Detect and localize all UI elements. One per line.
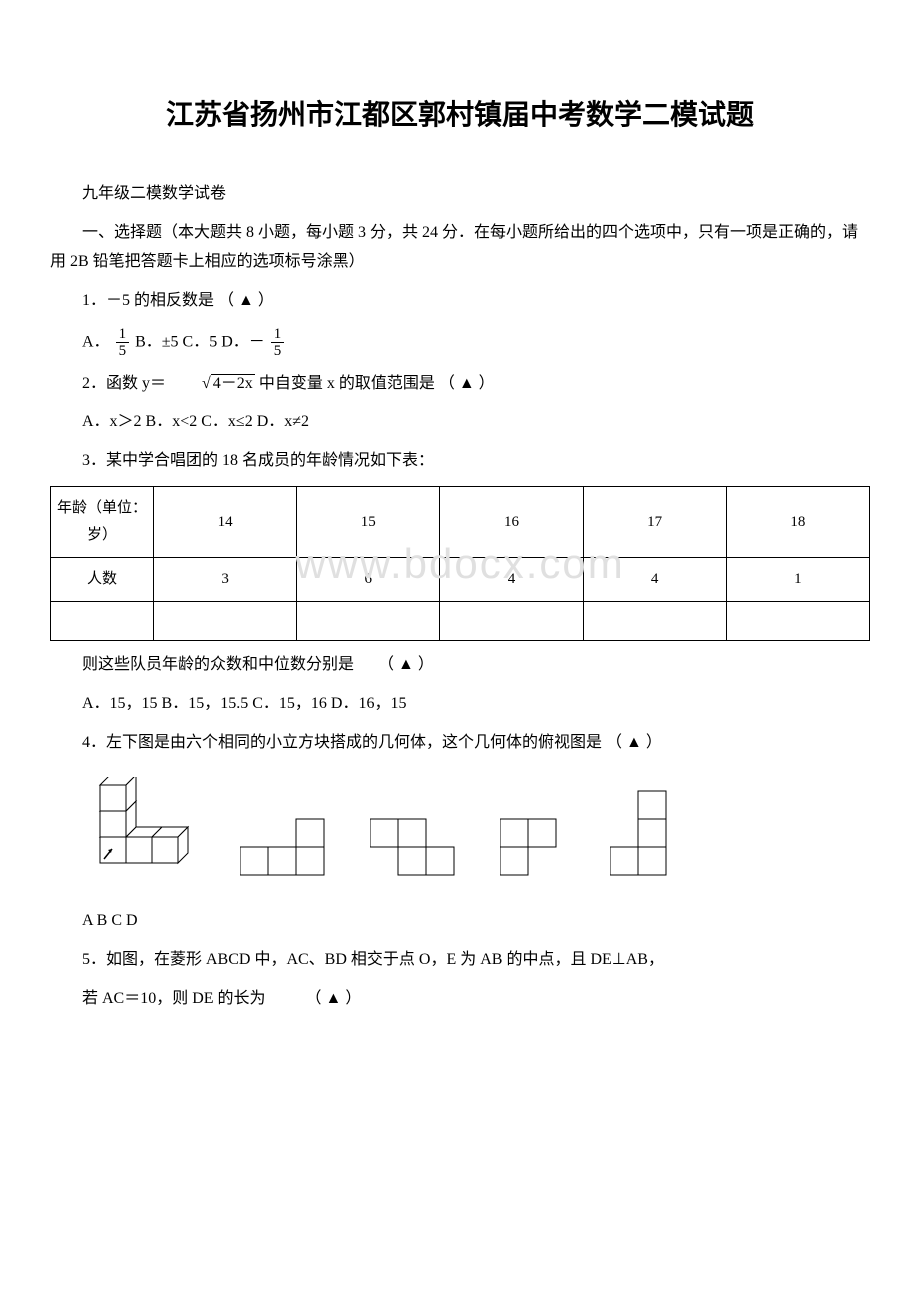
age-table: 年龄（单位：岁） 14 15 16 17 18 人数 3 6 4 4 1 (50, 486, 870, 641)
table-cell: 15 (297, 487, 440, 558)
q2-options: A．x＞2 B．x<2 C．x≤2 D．x≠2 (50, 408, 870, 437)
table-cell (51, 602, 154, 641)
table-cell: 3 (154, 558, 297, 602)
table-cell: 6 (297, 558, 440, 602)
table-cell (154, 602, 297, 641)
q3-stem: 3．某中学合唱团的 18 名成员的年龄情况如下表： (50, 447, 870, 476)
table-cell (583, 602, 726, 641)
table-cell (726, 602, 869, 641)
document-title: 江苏省扬州市江都区郭村镇届中考数学二模试题 (50, 90, 870, 140)
table-cell: 人数 (51, 558, 154, 602)
solid-3d-icon (90, 777, 200, 877)
table-cell: 年龄（单位：岁） (51, 487, 154, 558)
table-cell (297, 602, 440, 641)
q2-stem-a: 2．函数 y＝ (82, 375, 166, 392)
q3-options: A．15，15 B．15，15.5 C．15，16 D．16，15 (50, 690, 870, 719)
table-row: 人数 3 6 4 4 1 (51, 558, 870, 602)
table-cell: 4 (583, 558, 726, 602)
option-c-icon (500, 817, 570, 877)
table-cell: 4 (440, 558, 583, 602)
q1-opt-a-prefix: A． (82, 333, 110, 350)
table-row (51, 602, 870, 641)
table-cell: 18 (726, 487, 869, 558)
fraction-one-fifth: 1 5 (116, 326, 130, 360)
q5-line2: 若 AC＝10，则 DE 的长为 （ ▲ ） (50, 985, 870, 1014)
q4-stem: 4．左下图是由六个相同的小立方块搭成的几何体，这个几何体的俯视图是 （ ▲ ） (50, 729, 870, 758)
subtitle: 九年级二模数学试卷 (50, 180, 870, 209)
table-cell: 16 (440, 487, 583, 558)
table-cell (440, 602, 583, 641)
table-cell: 17 (583, 487, 726, 558)
section-header: 一、选择题（本大题共 8 小题，每小题 3 分，共 24 分．在每小题所给出的四… (50, 219, 870, 277)
table-cell: 1 (726, 558, 869, 602)
q3-after: 则这些队员年龄的众数和中位数分别是 （ ▲ ） (50, 651, 870, 680)
table-row: 年龄（单位：岁） 14 15 16 17 18 (51, 487, 870, 558)
q4-option-labels: A B C D (50, 907, 870, 936)
watermark-overlay: 年龄（单位：岁） 14 15 16 17 18 人数 3 6 4 4 1 (50, 486, 870, 641)
sqrt-icon: √4－2x (170, 370, 255, 399)
q4-figures (90, 777, 870, 877)
q5-line1: 5．如图，在菱形 ABCD 中，AC、BD 相交于点 O，E 为 AB 的中点，… (50, 946, 870, 975)
q2-stem-b: 中自变量 x 的取值范围是 （ ▲ ） (259, 375, 495, 392)
q1-opt-rest: B．±5 C．5 D．－ (135, 333, 265, 350)
q1-options: A． 1 5 B．±5 C．5 D．－ 1 5 (50, 326, 870, 360)
q2-stem: 2．函数 y＝ √4－2x 中自变量 x 的取值范围是 （ ▲ ） (50, 370, 870, 399)
option-d-icon (610, 789, 680, 877)
option-b-icon (370, 817, 460, 877)
table-cell: 14 (154, 487, 297, 558)
q1-stem: 1．－5 的相反数是 （ ▲ ） (50, 287, 870, 316)
fraction-one-fifth-neg: 1 5 (271, 326, 285, 360)
option-a-icon (240, 817, 330, 877)
